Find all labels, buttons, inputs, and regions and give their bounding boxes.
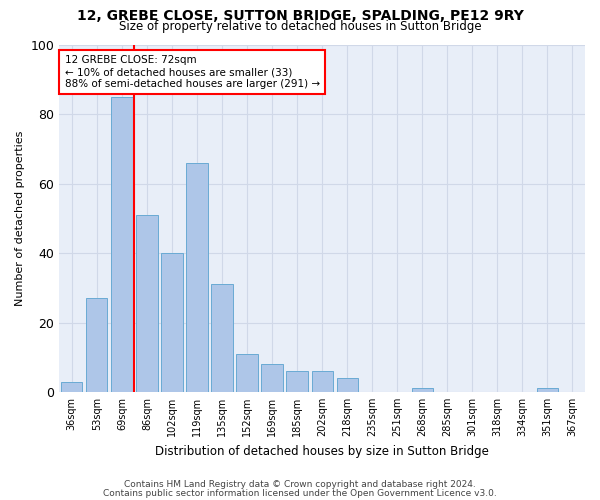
Bar: [537, 388, 558, 392]
Bar: [262, 364, 283, 392]
Text: 12 GREBE CLOSE: 72sqm
← 10% of detached houses are smaller (33)
88% of semi-deta: 12 GREBE CLOSE: 72sqm ← 10% of detached …: [65, 56, 320, 88]
Bar: [111, 97, 133, 392]
Bar: [286, 371, 308, 392]
Bar: [211, 284, 233, 392]
Text: Contains public sector information licensed under the Open Government Licence v3: Contains public sector information licen…: [103, 488, 497, 498]
Bar: [61, 382, 82, 392]
X-axis label: Distribution of detached houses by size in Sutton Bridge: Distribution of detached houses by size …: [155, 444, 489, 458]
Y-axis label: Number of detached properties: Number of detached properties: [15, 131, 25, 306]
Bar: [311, 371, 333, 392]
Bar: [161, 253, 182, 392]
Bar: [236, 354, 257, 392]
Text: Size of property relative to detached houses in Sutton Bridge: Size of property relative to detached ho…: [119, 20, 481, 33]
Bar: [412, 388, 433, 392]
Bar: [136, 215, 158, 392]
Text: 12, GREBE CLOSE, SUTTON BRIDGE, SPALDING, PE12 9RY: 12, GREBE CLOSE, SUTTON BRIDGE, SPALDING…: [77, 9, 523, 23]
Bar: [86, 298, 107, 392]
Bar: [187, 163, 208, 392]
Bar: [337, 378, 358, 392]
Text: Contains HM Land Registry data © Crown copyright and database right 2024.: Contains HM Land Registry data © Crown c…: [124, 480, 476, 489]
